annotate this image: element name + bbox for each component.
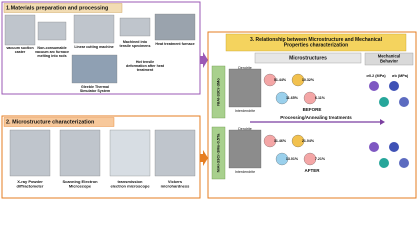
arrowhead [380,119,385,125]
equipment-image [154,129,196,177]
label: 3. Relationship between Microstructure a… [250,37,383,43]
header-box [254,52,362,64]
property-circle [379,97,389,107]
percentage: 31.46% [274,139,287,143]
alloy-box [211,65,226,119]
property-label: σb (MPa) [392,74,409,78]
state-label: BEFORE [303,107,322,112]
alloy-box [211,126,226,180]
alloy-label: NiAl-33Cr-3Mo-0.5Ta [216,133,221,173]
property-circle [399,97,409,107]
percentage: 21.04% [302,139,315,143]
property-circle [399,158,409,168]
equipment-image [73,14,115,44]
label: melting into rods [37,54,66,58]
property-circle [369,142,379,152]
label: Simulator System [80,89,110,93]
label: tensile specimens [120,44,151,48]
percentage: 7.21% [315,157,326,161]
property-circle [379,158,389,168]
percentage: 13.01% [286,157,299,161]
panel-3-title-box [225,33,407,52]
property-circle [389,81,399,91]
label: Scanning Electron [62,179,98,184]
label: vacuum suction [6,46,33,50]
micrograph [228,68,262,108]
property-label: σ0.2 (MPa) [366,74,386,78]
state-label: AFTER [305,168,321,173]
equipment-image [109,129,151,177]
label: Vickers [168,179,183,184]
label: diffractometer [17,184,44,189]
label: Properties characterization [284,43,348,49]
alloy-label: NiAl-33Cr-3Mo [216,78,221,106]
property-circle [369,81,379,91]
phase-circle [291,134,305,148]
equipment-image [119,17,151,37]
label: Non-consumable [37,46,66,50]
arrow [200,52,208,68]
equipment-image [154,13,196,41]
process-label: Processing/Annealing treatments [280,115,352,120]
panel-title: 2. Microstructure characterization [6,119,95,125]
header-box [364,52,414,66]
equipment-image [4,14,36,46]
phase-circle [303,152,317,166]
phase-circle [275,91,289,105]
label: microhardness [161,184,190,189]
panel-2-title-box [3,117,115,127]
percentage: 6.11% [315,96,326,100]
label: Heat treatment furnace [155,42,194,46]
equipment-image [9,129,51,177]
micrograph [228,129,262,169]
label: treatment [137,68,154,72]
label: transmission [118,179,143,184]
percentage: 10.32% [302,78,315,82]
label: vacuum arc furnace [35,50,69,54]
phase-circle [263,73,277,87]
label: Microscope [69,184,92,189]
label: electron microscope [110,184,150,189]
equipment-image [59,129,101,177]
phase-label: Interdendrite [235,109,255,113]
panel-1-title-box [3,3,123,13]
phase-label: Interdendrite [235,170,255,174]
label: X-ray Powder [17,179,43,184]
phase-circle [275,152,289,166]
label: Behavior [380,58,398,63]
label: Microstructures [289,55,327,61]
label: Hot tensile [136,60,154,64]
property-circle [389,142,399,152]
equipment-image [37,21,67,41]
label: deformation after heat [126,64,165,68]
label: Gleeble Thermal [81,85,109,89]
label: caster [15,50,26,54]
arrow [200,150,208,166]
phase-circle [263,134,277,148]
graphical-abstract: 1.Materials preparation and processing va… [1,1,417,199]
percentage: 11.65% [286,96,299,100]
phase-circle [303,91,317,105]
label: Machined into [123,40,148,44]
phase-label: Dendrite [238,127,252,131]
label: Mechanical [378,54,401,59]
panel-title: 1.Materials preparation and processing [6,5,108,11]
phase-circle [291,73,305,87]
equipment-image [71,54,118,84]
phase-label: Dendrite [238,66,252,70]
label: Linear cutting machine [74,45,113,49]
percentage: 51.44% [274,78,287,82]
